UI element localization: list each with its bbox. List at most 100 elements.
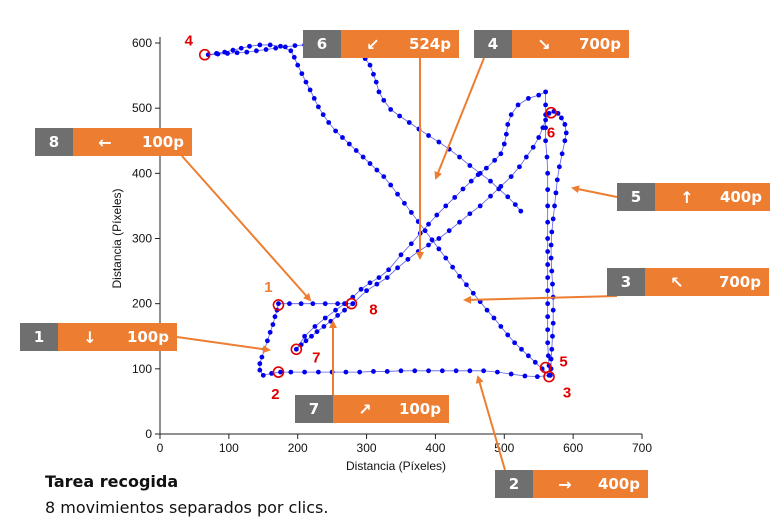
trajectory-point [367, 280, 373, 286]
callout-arrow: ↗ [358, 400, 371, 419]
trajectory-point [343, 369, 349, 375]
trajectory-point [467, 163, 473, 168]
trajectory-point [436, 246, 442, 252]
y-axis-label: Distancia (Píxeles) [110, 188, 124, 288]
trajectory-point [464, 282, 469, 288]
trajectory-point [512, 340, 518, 346]
trajectory-point [518, 208, 524, 214]
trajectory-point [321, 324, 327, 329]
callout-arrow: ↘ [537, 35, 550, 54]
trajectory-point [293, 346, 299, 352]
trajectory-point [342, 301, 347, 307]
trajectory-point [335, 312, 341, 318]
trajectory-point [545, 236, 551, 241]
callout-number-badge [617, 183, 655, 211]
trajectory-point [548, 356, 554, 362]
callout-2: 2 → 400p [475, 375, 648, 498]
trajectory-point [402, 200, 407, 206]
trajectory-point [406, 120, 412, 125]
trajectory-point [257, 42, 263, 48]
x-tick-label: 0 [157, 441, 164, 455]
click-label-8: 8 [369, 302, 377, 319]
callout-number-badge [474, 30, 512, 58]
trajectory-point [452, 195, 458, 200]
trajectory-point [312, 324, 318, 329]
trajectory-point [543, 125, 548, 131]
click-label-2: 2 [271, 386, 279, 403]
trajectory-point [548, 255, 554, 261]
trajectory-point [267, 329, 273, 335]
callout-number-badge [20, 323, 58, 351]
trajectory-point [311, 95, 317, 101]
caption-subtitle: 8 movimientos separados por clics. [45, 498, 329, 517]
trajectory-point [545, 275, 551, 280]
trajectory-point [358, 286, 364, 292]
trajectory-point [443, 255, 449, 261]
callout-4: 4 ↘ 700p [434, 30, 629, 180]
trajectory-point [307, 87, 313, 93]
trajectory-point [439, 368, 445, 374]
trajectory-point [374, 281, 380, 287]
trajectory-point [552, 203, 557, 209]
trajectory-point [314, 329, 320, 335]
callout-number-badge [35, 128, 73, 156]
callout-arrow: ↑ [680, 188, 693, 207]
trajectory-point [384, 369, 390, 374]
x-tick-label: 700 [632, 441, 652, 455]
trajectory-point [303, 79, 309, 85]
callout-distance: 100p [127, 328, 169, 346]
callout-distance: 100p [399, 400, 441, 418]
callout-7: 7 ↗ 100p [295, 320, 449, 423]
y-tick-label: 100 [132, 362, 152, 376]
y-tick-label: 200 [132, 297, 152, 311]
trajectory-point [278, 43, 283, 49]
click-label-3: 3 [563, 385, 571, 402]
click-marker-8 [345, 297, 358, 310]
trajectory-point [408, 210, 414, 215]
y-tick-label: 500 [132, 101, 152, 115]
callout-3: 3 ↖ 700p [463, 268, 769, 304]
trajectory-point [254, 48, 259, 54]
trajectory-point [460, 186, 466, 192]
trajectory-point [525, 353, 531, 359]
trajectory-point [536, 135, 542, 140]
trajectory-point [470, 290, 476, 296]
trajectory-point [508, 112, 514, 118]
trajectory-point [563, 130, 569, 136]
trajectory-point [426, 242, 431, 248]
callout-number-badge [295, 395, 333, 423]
trajectory-point [322, 301, 328, 307]
trajectory-point [545, 301, 551, 307]
trajectory-point [326, 120, 332, 125]
trajectory-point [549, 229, 555, 235]
y-tick-label: 600 [132, 36, 152, 50]
trajectory-point [522, 373, 528, 379]
trajectory-point [299, 71, 305, 77]
trajectory-point [257, 361, 263, 367]
trajectory-point [530, 144, 536, 150]
trajectory-point [544, 154, 550, 160]
callout-body [645, 268, 769, 296]
callout-number: 1 [34, 328, 44, 346]
trajectory-point [303, 338, 309, 344]
trajectory-point [505, 122, 511, 127]
y-tick-label: 300 [132, 232, 152, 246]
click-marker-5 [539, 361, 552, 374]
trajectory-point [508, 174, 514, 179]
trajectory-point [545, 288, 551, 294]
x-tick-label: 100 [219, 441, 239, 455]
trajectory-point [333, 307, 338, 313]
trajectory-point [376, 275, 382, 280]
trajectory-point [498, 151, 504, 157]
trajectory-point [553, 190, 559, 196]
trajectory-point [376, 89, 382, 95]
trajectory-point [505, 194, 511, 200]
trajectory-point [259, 354, 265, 360]
trajectory-point [562, 138, 568, 144]
trajectory-point [503, 131, 509, 137]
callout-connector [463, 295, 618, 304]
callout-connector [475, 375, 506, 471]
trajectory-point [386, 267, 392, 273]
trajectory-point [543, 117, 548, 123]
trajectory-point [340, 135, 345, 140]
